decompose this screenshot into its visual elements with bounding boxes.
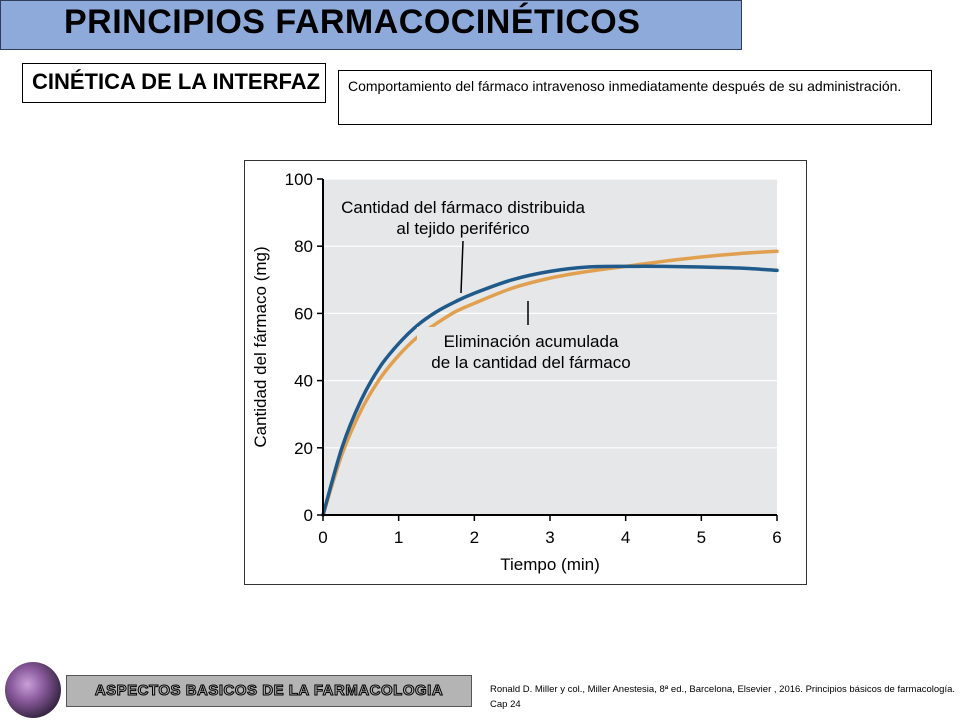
x-tick-label-3: 3 (545, 528, 554, 547)
subtitle-box (22, 63, 326, 103)
y-tick-label-0: 0 (304, 506, 313, 525)
reference-citation: Ronald D. Miller y col., Miller Anestesi… (490, 684, 956, 710)
y-tick-label-20: 20 (294, 439, 313, 458)
footer-banner (66, 675, 472, 707)
y-tick-label-40: 40 (294, 372, 313, 391)
chart: 0 1 2 3 4 5 6 0 20 40 60 80 100 Tiempo (min) Cantid… (251, 170, 782, 574)
footer-logo (5, 662, 61, 718)
description-text: Comportamiento del fármaco intravenoso i… (348, 78, 902, 94)
annotation-eliminated-line-1: Eliminación acumulada (444, 332, 619, 351)
annotation-distributed-line-1: Cantidad del fármaco distribuida (341, 198, 585, 217)
x-tick-label-1: 1 (394, 528, 403, 547)
x-tick-label-5: 5 (697, 528, 706, 547)
chart-frame: 0 1 2 3 4 5 6 0 20 40 60 80 100 Tiempo (min) Cantid… (244, 160, 807, 585)
y-tick-label-60: 60 (294, 304, 313, 323)
x-tick-label-4: 4 (621, 528, 630, 547)
annotation-eliminated-line-2: de la cantidad del fármaco (431, 353, 630, 372)
series-line-distributed (321, 264, 779, 517)
x-tick-label-6: 6 (772, 528, 781, 547)
annotation-distributed-bg (331, 193, 599, 239)
grid-lines (323, 178, 777, 449)
annotation-eliminated-bg (417, 327, 645, 373)
series-line-eliminated (321, 249, 779, 517)
description-box (338, 70, 932, 125)
y-axis-label: Cantidad del fármaco (mg) (251, 246, 270, 447)
annotation-distributed-pointer (460, 240, 464, 294)
y-tick-label-100: 100 (285, 170, 313, 189)
annotation-eliminated: Eliminación acumulada de la cantidad del… (417, 301, 645, 373)
y-tick-label-80: 80 (294, 237, 313, 256)
x-tick-label-0: 0 (318, 528, 327, 547)
y-ticks: 0 20 40 60 80 100 (285, 170, 323, 525)
title-bar (0, 0, 742, 50)
slide-subtitle: CINÉTICA DE LA INTERFAZ (32, 69, 321, 94)
series-layer (321, 249, 779, 517)
x-ticks: 0 1 2 3 4 5 6 (318, 515, 782, 547)
annotation-distributed: Cantidad del fármaco distribuida al teji… (331, 193, 599, 294)
x-axis-label: Tiempo (min) (500, 555, 600, 574)
x-tick-label-2: 2 (470, 528, 479, 547)
annotation-distributed-line-2: al tejido periférico (396, 219, 529, 238)
slide-title: PRINCIPIOS FARMACOCINÉTICOS (64, 3, 641, 41)
footer-banner-text: ASPECTOS BASICOS DE LA FARMACOLOGIA (94, 682, 444, 700)
